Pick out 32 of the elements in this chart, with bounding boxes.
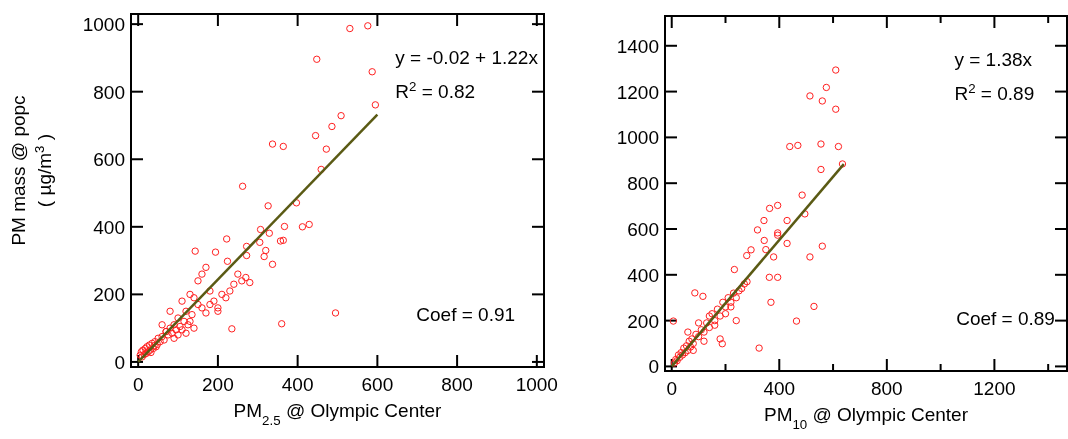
y-tick-label: 200 [93, 284, 125, 306]
x-tick-label: 0 [666, 378, 678, 399]
x-tick-label: 1200 [973, 378, 1016, 399]
y-tick-label: 1000 [82, 14, 125, 36]
y-tick-label: 800 [627, 173, 659, 195]
x-tick-label: 400 [763, 378, 796, 399]
y-tick-label: 200 [627, 310, 659, 332]
y-tick-label: 1400 [616, 35, 659, 57]
annotation: Coef = 0.89 [956, 307, 1055, 329]
y-tick-label: 600 [627, 219, 659, 240]
annotation: Coef = 0.91 [416, 304, 516, 326]
annotation: y = -0.02 + 1.22x [395, 47, 539, 68]
x-axis-title: PM$_{2.5}$ @ Olympic Center [233, 400, 443, 428]
annotation: R$^{2}$ = 0.89 [954, 80, 1035, 104]
x-tick-label: 0 [132, 374, 144, 395]
y-tick-label: 1200 [616, 81, 659, 103]
x-tick-label: 1000 [515, 374, 558, 395]
x-tick-label: 400 [281, 374, 314, 395]
x-tick-label: 800 [870, 378, 903, 399]
y-tick-label: 400 [627, 264, 659, 286]
annotation: y = 1.38x [954, 49, 1033, 70]
x-tick-label: 200 [202, 374, 234, 395]
y-tick-label: 800 [93, 81, 125, 103]
y-tick-label: 0 [648, 356, 659, 378]
x-tick-label: 600 [361, 374, 394, 395]
y-tick-label: 1000 [616, 127, 659, 149]
y-tick-label: 600 [93, 149, 125, 171]
x-axis-title: PM$_{10}$ @ Olympic Center [763, 404, 969, 432]
x-tick-label: 800 [441, 374, 473, 395]
annotation: R$^{2}$ = 0.82 [395, 78, 476, 102]
y-tick-label: 0 [114, 351, 125, 373]
y-tick-label: 400 [93, 216, 125, 238]
